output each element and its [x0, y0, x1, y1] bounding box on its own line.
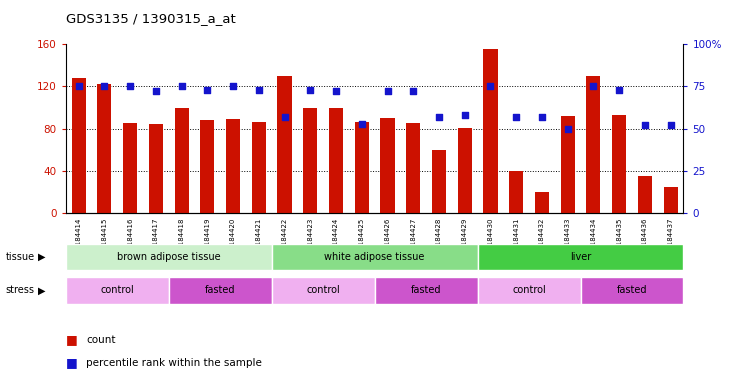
Point: [485, 83, 496, 89]
Point: [279, 114, 290, 120]
Bar: [278, 76, 292, 213]
Bar: [380, 118, 395, 213]
Bar: [200, 120, 214, 213]
Point: [304, 87, 316, 93]
Point: [562, 126, 574, 132]
Point: [227, 83, 239, 89]
Bar: [175, 108, 189, 213]
Point: [356, 121, 368, 127]
Text: ▶: ▶: [38, 252, 45, 262]
Text: tissue: tissue: [6, 252, 35, 262]
Bar: [66, 243, 272, 270]
Bar: [509, 171, 523, 213]
Point: [382, 88, 393, 94]
Bar: [303, 108, 317, 213]
Bar: [477, 243, 683, 270]
Bar: [458, 127, 471, 213]
Bar: [226, 119, 240, 213]
Text: stress: stress: [6, 285, 35, 295]
Bar: [535, 192, 549, 213]
Bar: [432, 150, 446, 213]
Text: count: count: [86, 335, 115, 345]
Text: white adipose tissue: white adipose tissue: [325, 252, 425, 262]
Bar: [612, 115, 626, 213]
Bar: [561, 116, 575, 213]
Bar: [664, 187, 678, 213]
Text: GDS3135 / 1390315_a_at: GDS3135 / 1390315_a_at: [66, 12, 235, 25]
Point: [175, 83, 187, 89]
Text: liver: liver: [570, 252, 591, 262]
Bar: [272, 277, 374, 304]
Point: [433, 114, 445, 120]
Text: ■: ■: [66, 356, 77, 369]
Bar: [97, 84, 111, 213]
Point: [253, 87, 265, 93]
Bar: [406, 123, 420, 213]
Bar: [72, 78, 86, 213]
Text: fasted: fasted: [617, 285, 647, 295]
Bar: [329, 108, 343, 213]
Bar: [272, 243, 477, 270]
Text: percentile rank within the sample: percentile rank within the sample: [86, 358, 262, 368]
Point: [459, 112, 471, 118]
Point: [124, 83, 136, 89]
Point: [407, 88, 419, 94]
Bar: [586, 76, 600, 213]
Text: fasted: fasted: [205, 285, 235, 295]
Bar: [483, 50, 498, 213]
Text: ■: ■: [66, 333, 77, 346]
Point: [330, 88, 342, 94]
Bar: [477, 277, 580, 304]
Point: [99, 83, 110, 89]
Point: [613, 87, 625, 93]
Point: [588, 83, 599, 89]
Point: [510, 114, 522, 120]
Point: [639, 122, 651, 128]
Text: control: control: [306, 285, 340, 295]
Text: fasted: fasted: [411, 285, 442, 295]
Text: control: control: [512, 285, 546, 295]
Bar: [251, 122, 266, 213]
Bar: [66, 277, 169, 304]
Text: brown adipose tissue: brown adipose tissue: [117, 252, 221, 262]
Bar: [123, 123, 137, 213]
Bar: [580, 277, 683, 304]
Bar: [169, 277, 272, 304]
Text: ▶: ▶: [38, 285, 45, 295]
Point: [664, 122, 676, 128]
Bar: [374, 277, 477, 304]
Bar: [638, 176, 652, 213]
Text: control: control: [100, 285, 135, 295]
Bar: [355, 122, 369, 213]
Point: [202, 87, 213, 93]
Point: [536, 114, 548, 120]
Point: [73, 83, 85, 89]
Bar: [149, 124, 163, 213]
Point: [150, 88, 162, 94]
